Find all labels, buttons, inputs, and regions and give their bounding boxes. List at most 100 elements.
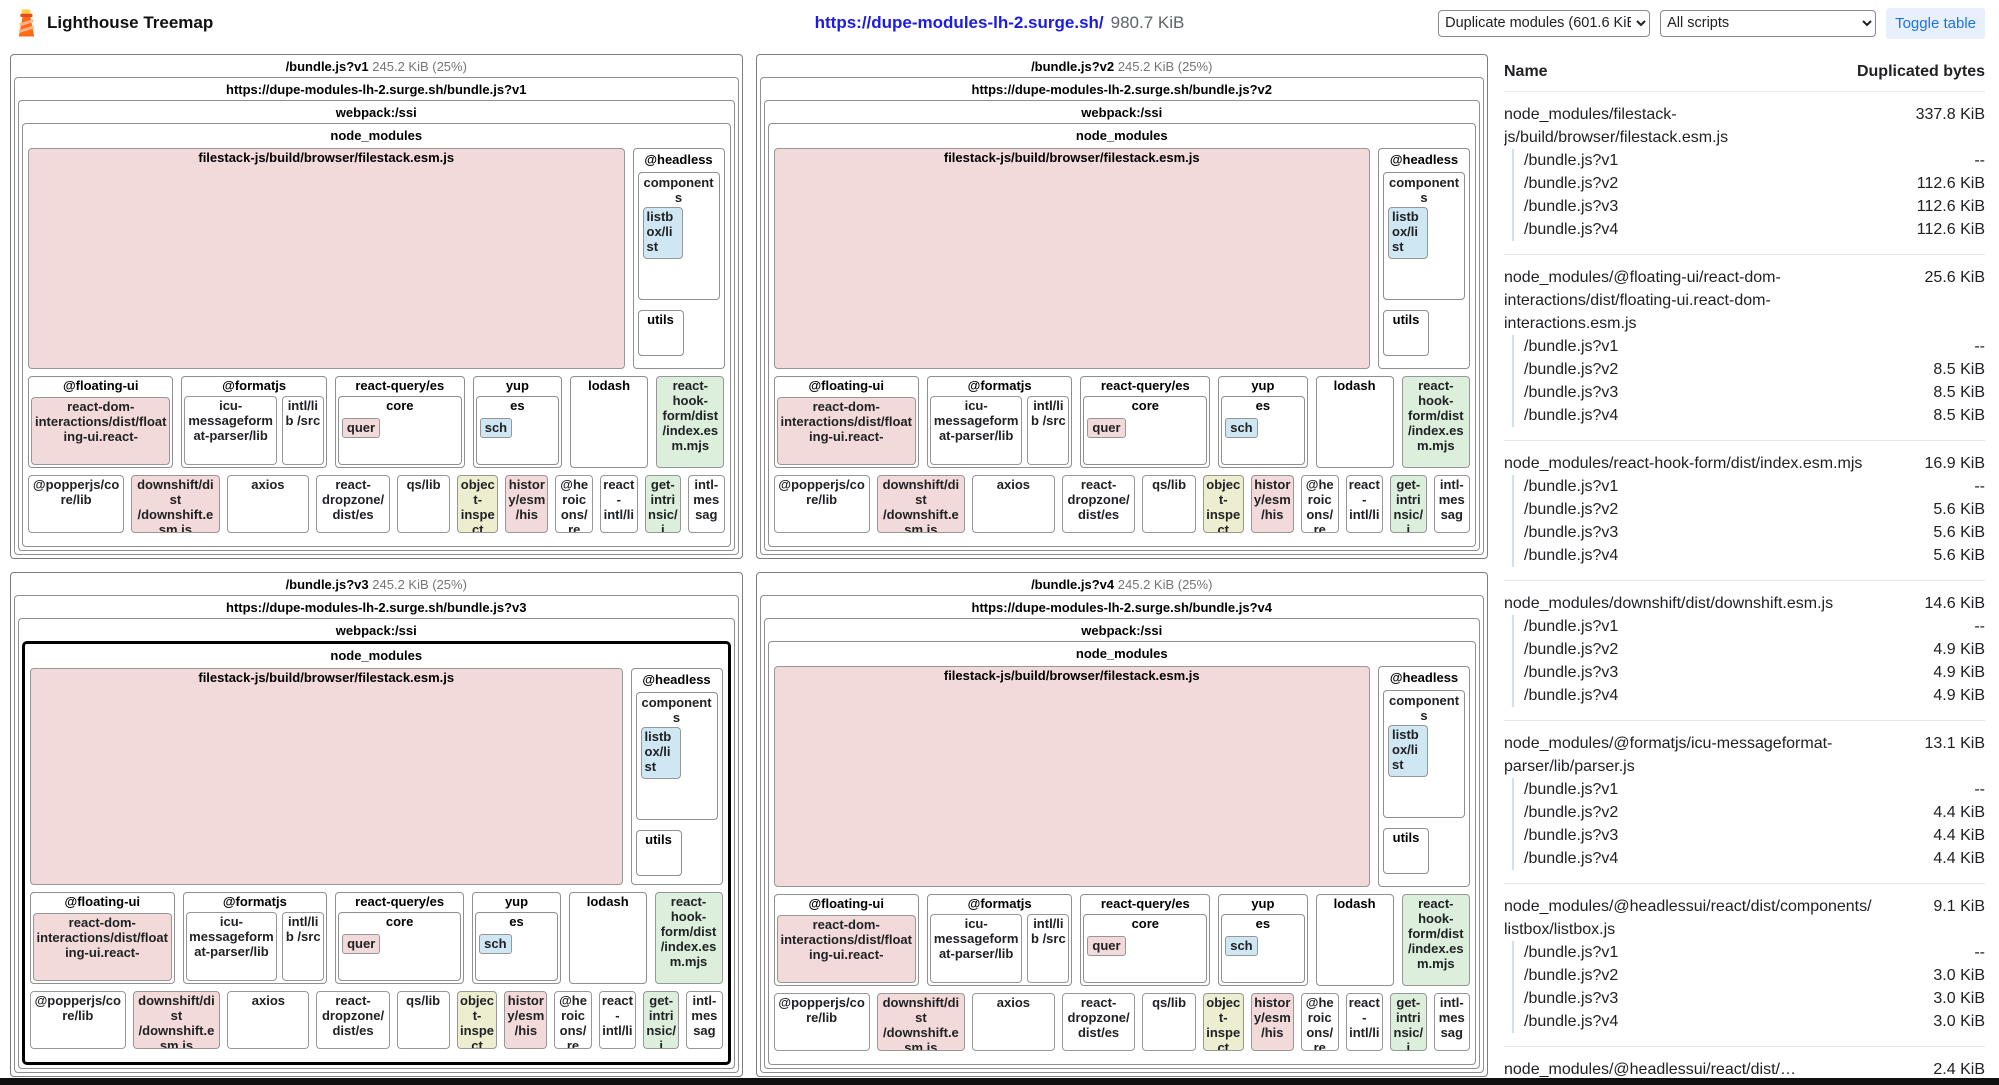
lodash-node[interactable]: lodash: [1315, 894, 1394, 986]
filestack-leaf[interactable]: filestack-js/build/browser/filestack.esm…: [773, 666, 1370, 887]
floating-ui-node[interactable]: @floating-ui react-dom-interactions/dist…: [773, 894, 919, 986]
popperjs-leaf[interactable]: @popperjs/core/lib: [30, 991, 126, 1049]
lodash-node[interactable]: lodash: [568, 892, 647, 984]
webpack-node[interactable]: webpack:/ssi node_modules filestack-js/b…: [18, 100, 735, 551]
react-query-node[interactable]: react-query/es core quer: [335, 892, 465, 984]
es-node[interactable]: es sch: [475, 912, 558, 981]
axios-leaf[interactable]: axios: [227, 991, 310, 1049]
floating-ui-node[interactable]: @floating-ui react-dom-interactions/dist…: [773, 376, 919, 468]
react-dropzone-leaf[interactable]: react-dropzone/ dist/es: [316, 475, 390, 533]
axios-leaf[interactable]: axios: [226, 475, 310, 533]
query-leaf[interactable]: quer: [341, 418, 381, 438]
qs-lib-leaf[interactable]: qs/lib: [1142, 993, 1196, 1051]
schema-leaf[interactable]: sch: [1225, 936, 1258, 956]
formatjs-node[interactable]: @formatjs icu-messageformat-parser/lib i…: [926, 894, 1073, 986]
floating-ui-node[interactable]: @floating-ui react-dom-interactions/dist…: [30, 892, 175, 984]
intl-lib-leaf[interactable]: intl/lib /src: [281, 396, 324, 465]
react-dom-interactions-leaf[interactable]: react-dom-interactions/dist/floating-ui.…: [33, 913, 172, 981]
intl-messageformat-leaf[interactable]: intl-messag: [688, 475, 725, 533]
object-inspect-leaf[interactable]: object-inspect: [457, 475, 499, 533]
axios-leaf[interactable]: axios: [972, 993, 1055, 1051]
react-intl-leaf[interactable]: react-intl/li: [600, 475, 638, 533]
react-query-node[interactable]: react-query/es core quer: [334, 376, 465, 468]
webpack-node[interactable]: webpack:/ssi node_modules filestack-js/b…: [763, 618, 1480, 1069]
get-intrinsic-leaf[interactable]: get-intrinsic/i: [1390, 475, 1427, 533]
history-leaf[interactable]: history/esm/his: [1250, 993, 1294, 1051]
formatjs-node[interactable]: @formatjs icu-messageformat-parser/lib i…: [182, 892, 328, 984]
get-intrinsic-leaf[interactable]: get-intrinsic/i: [1390, 993, 1427, 1051]
react-intl-leaf[interactable]: react-intl/li: [1345, 475, 1384, 533]
script-select[interactable]: All scripts: [1660, 9, 1877, 37]
yup-node[interactable]: yup es sch: [1218, 894, 1308, 986]
utils-node[interactable]: utils: [637, 310, 684, 356]
react-dom-interactions-leaf[interactable]: react-dom-interactions/dist/floating-ui.…: [31, 397, 171, 465]
headlessui-node[interactable]: @headless components listbox/list utils: [632, 148, 725, 369]
treemap-quadrant[interactable]: /bundle.js?v1 245.2 KiB (25%) https://du…: [10, 54, 743, 559]
object-inspect-leaf[interactable]: object-inspect: [1202, 993, 1244, 1051]
components-node[interactable]: components listbox/list: [635, 692, 718, 820]
core-node[interactable]: core quer: [337, 396, 462, 465]
react-dropzone-leaf[interactable]: react-dropzone/ dist/es: [316, 991, 390, 1049]
core-node[interactable]: core quer: [1083, 914, 1208, 983]
utils-node[interactable]: utils: [635, 830, 682, 876]
react-intl-leaf[interactable]: react-intl/li: [598, 991, 637, 1049]
query-leaf[interactable]: quer: [1087, 936, 1126, 956]
downshift-leaf[interactable]: downshift/dist /downshift.esm.js: [131, 475, 220, 533]
schema-leaf[interactable]: sch: [479, 418, 513, 438]
core-node[interactable]: core quer: [338, 912, 462, 981]
listbox-leaf[interactable]: listbox/list: [640, 727, 681, 779]
node-modules-node[interactable]: node_modules filestack-js/build/browser/…: [22, 641, 731, 1065]
components-node[interactable]: components listbox/list: [1383, 690, 1465, 818]
url-node[interactable]: https://dupe-modules-lh-2.surge.sh/bundl…: [14, 595, 739, 1073]
url-node[interactable]: https://dupe-modules-lh-2.surge.sh/bundl…: [759, 77, 1484, 555]
query-leaf[interactable]: quer: [342, 934, 381, 954]
intl-messageformat-leaf[interactable]: intl-messag: [686, 991, 723, 1049]
formatjs-node[interactable]: @formatjs icu-messageformat-parser/lib i…: [926, 376, 1073, 468]
qs-lib-leaf[interactable]: qs/lib: [396, 991, 450, 1049]
yup-node[interactable]: yup es sch: [1218, 376, 1308, 468]
listbox-leaf[interactable]: listbox/list: [642, 207, 683, 259]
treemap-quadrant[interactable]: /bundle.js?v3 245.2 KiB (25%) https://du…: [10, 572, 743, 1077]
heroicons-leaf[interactable]: @heroicons/re: [555, 475, 594, 533]
listbox-leaf[interactable]: listbox/list: [1388, 207, 1428, 259]
node-modules-node[interactable]: node_modules filestack-js/build/browser/…: [767, 123, 1476, 547]
headlessui-node[interactable]: @headless components listbox/list utils: [1378, 666, 1470, 887]
utils-node[interactable]: utils: [1383, 828, 1429, 874]
node-modules-node[interactable]: node_modules filestack-js/build/browser/…: [22, 123, 731, 547]
yup-node[interactable]: yup es sch: [472, 892, 561, 984]
icu-messageformat-leaf[interactable]: icu-messageformat-parser/lib: [929, 914, 1023, 983]
treemap-quadrant[interactable]: /bundle.js?v2 245.2 KiB (25%) https://du…: [755, 54, 1488, 559]
headlessui-node[interactable]: @headless components listbox/list utils: [1378, 148, 1470, 369]
intl-lib-leaf[interactable]: intl/lib /src: [1027, 396, 1070, 465]
intl-messageformat-leaf[interactable]: intl-messag: [1433, 993, 1470, 1051]
formatjs-node[interactable]: @formatjs icu-messageformat-parser/lib i…: [181, 376, 327, 468]
object-inspect-leaf[interactable]: object-inspect: [456, 991, 498, 1049]
treemap-quadrant[interactable]: /bundle.js?v4 245.2 KiB (25%) https://du…: [755, 572, 1488, 1077]
object-inspect-leaf[interactable]: object-inspect: [1202, 475, 1244, 533]
intl-lib-leaf[interactable]: intl/lib /src: [282, 912, 325, 981]
yup-node[interactable]: yup es sch: [472, 376, 563, 468]
url-node[interactable]: https://dupe-modules-lh-2.surge.sh/bundl…: [14, 77, 739, 555]
heroicons-leaf[interactable]: @heroicons/re: [554, 991, 592, 1049]
utils-node[interactable]: utils: [1383, 310, 1429, 356]
react-query-node[interactable]: react-query/es core quer: [1080, 894, 1211, 986]
es-node[interactable]: es sch: [1221, 914, 1305, 983]
qs-lib-leaf[interactable]: qs/lib: [396, 475, 451, 533]
popperjs-leaf[interactable]: @popperjs/core/lib: [773, 993, 870, 1051]
qs-lib-leaf[interactable]: qs/lib: [1142, 475, 1196, 533]
react-hook-form-leaf[interactable]: react-hook-form/dist /index.esm.mjs: [1401, 376, 1470, 468]
history-leaf[interactable]: history/esm/his: [1250, 475, 1294, 533]
react-intl-leaf[interactable]: react-intl/li: [1345, 993, 1384, 1051]
webpack-node[interactable]: webpack:/ssi node_modules filestack-js/b…: [763, 100, 1480, 551]
react-dropzone-leaf[interactable]: react-dropzone/ dist/es: [1061, 475, 1136, 533]
url-node[interactable]: https://dupe-modules-lh-2.surge.sh/bundl…: [759, 595, 1484, 1073]
components-node[interactable]: components listbox/list: [637, 172, 720, 300]
filestack-leaf[interactable]: filestack-js/build/browser/filestack.esm…: [30, 668, 623, 885]
schema-leaf[interactable]: sch: [479, 934, 512, 954]
core-node[interactable]: core quer: [1083, 396, 1208, 465]
history-leaf[interactable]: history/esm/his: [504, 991, 548, 1049]
popperjs-leaf[interactable]: @popperjs/core/lib: [773, 475, 870, 533]
react-hook-form-leaf[interactable]: react-hook-form/dist /index.esm.mjs: [654, 892, 723, 984]
axios-leaf[interactable]: axios: [972, 475, 1055, 533]
icu-messageformat-leaf[interactable]: icu-messageformat-parser/lib: [184, 396, 277, 465]
